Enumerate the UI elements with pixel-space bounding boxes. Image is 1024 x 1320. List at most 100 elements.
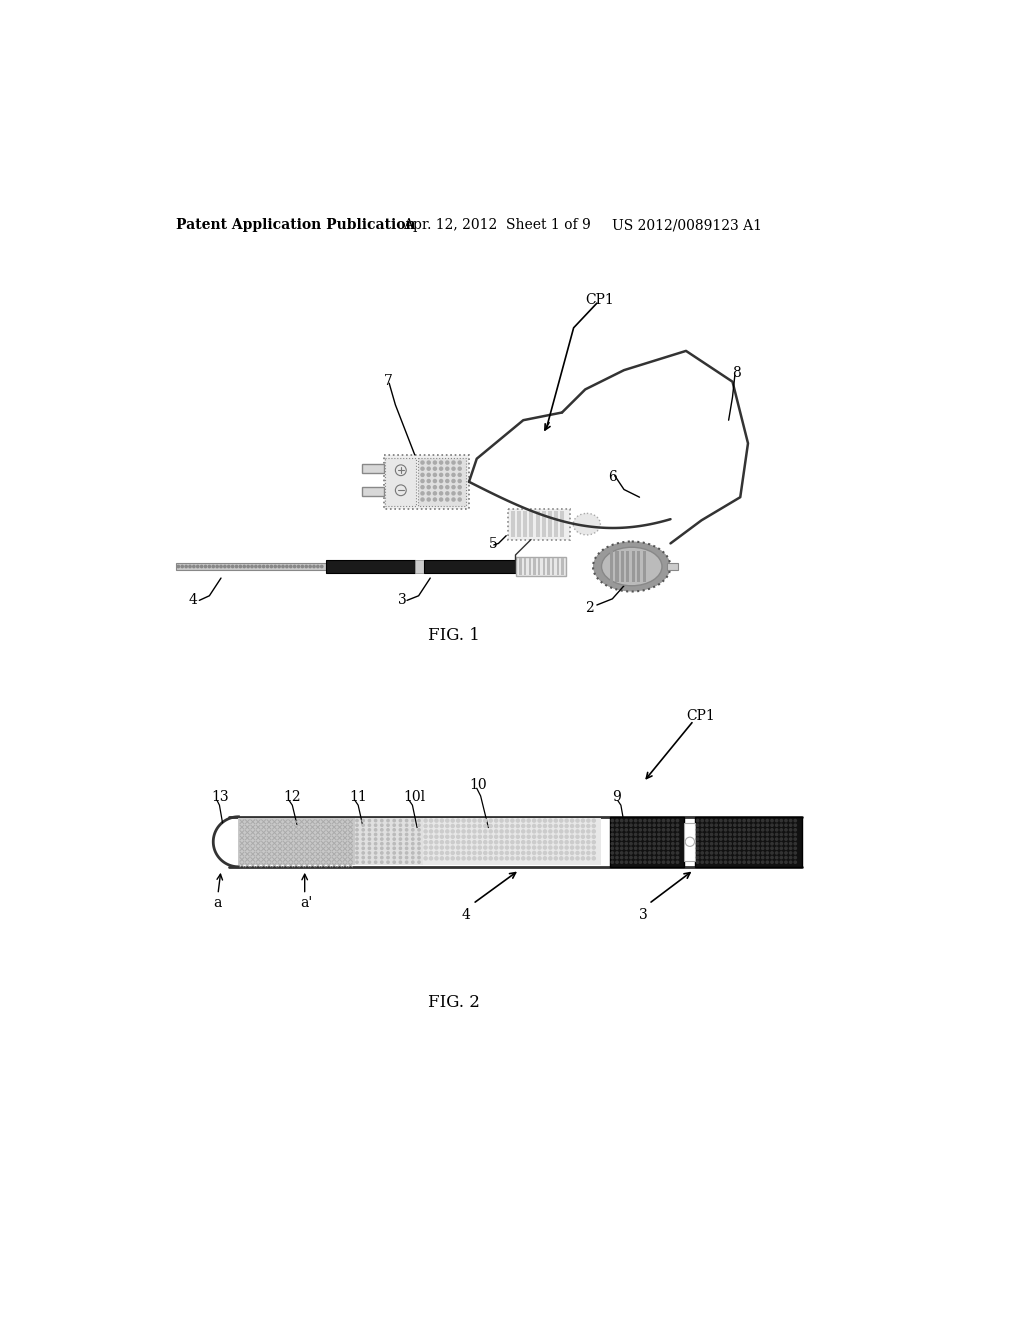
Circle shape bbox=[582, 818, 585, 822]
Circle shape bbox=[775, 824, 778, 826]
Circle shape bbox=[711, 833, 713, 836]
Circle shape bbox=[748, 820, 750, 822]
Circle shape bbox=[621, 851, 623, 854]
Circle shape bbox=[663, 833, 665, 836]
Circle shape bbox=[473, 857, 476, 859]
Circle shape bbox=[696, 820, 698, 822]
Circle shape bbox=[592, 846, 595, 849]
Circle shape bbox=[762, 824, 764, 826]
Circle shape bbox=[729, 847, 731, 850]
Circle shape bbox=[506, 857, 509, 859]
Circle shape bbox=[653, 829, 655, 832]
Circle shape bbox=[458, 492, 461, 495]
FancyBboxPatch shape bbox=[508, 508, 569, 540]
Circle shape bbox=[227, 565, 230, 568]
Circle shape bbox=[790, 861, 792, 863]
Circle shape bbox=[560, 825, 563, 828]
Circle shape bbox=[445, 467, 449, 470]
Circle shape bbox=[399, 829, 401, 832]
Text: 3: 3 bbox=[397, 594, 407, 607]
Circle shape bbox=[795, 842, 797, 845]
Circle shape bbox=[433, 474, 436, 477]
Circle shape bbox=[457, 857, 460, 859]
Bar bbox=[557, 558, 559, 576]
Circle shape bbox=[648, 857, 650, 859]
Circle shape bbox=[766, 833, 769, 836]
Circle shape bbox=[495, 818, 498, 822]
Circle shape bbox=[762, 829, 764, 832]
Circle shape bbox=[356, 829, 358, 832]
Circle shape bbox=[440, 841, 443, 843]
Circle shape bbox=[587, 846, 590, 849]
Bar bbox=[538, 558, 541, 576]
Bar bbox=[627, 552, 630, 582]
Circle shape bbox=[701, 851, 703, 854]
Circle shape bbox=[570, 857, 573, 859]
Circle shape bbox=[362, 847, 365, 850]
Bar bbox=[529, 511, 534, 537]
Bar bbox=[695, 817, 802, 867]
Circle shape bbox=[412, 820, 414, 822]
Circle shape bbox=[592, 818, 595, 822]
Circle shape bbox=[478, 830, 481, 833]
Circle shape bbox=[554, 825, 557, 828]
Circle shape bbox=[538, 851, 541, 854]
FancyBboxPatch shape bbox=[385, 458, 417, 506]
Circle shape bbox=[757, 820, 759, 822]
Circle shape bbox=[457, 836, 460, 838]
Circle shape bbox=[657, 851, 660, 854]
Circle shape bbox=[255, 565, 257, 568]
Circle shape bbox=[621, 824, 623, 826]
Circle shape bbox=[639, 824, 641, 826]
Circle shape bbox=[452, 846, 455, 849]
Circle shape bbox=[532, 830, 536, 833]
Circle shape bbox=[435, 830, 438, 833]
Circle shape bbox=[701, 829, 703, 832]
Circle shape bbox=[667, 847, 670, 850]
Circle shape bbox=[356, 857, 358, 859]
Circle shape bbox=[766, 847, 769, 850]
Circle shape bbox=[369, 842, 371, 845]
Circle shape bbox=[676, 820, 679, 822]
FancyBboxPatch shape bbox=[384, 455, 469, 508]
Circle shape bbox=[521, 836, 524, 838]
Circle shape bbox=[635, 829, 637, 832]
Circle shape bbox=[433, 492, 436, 495]
Circle shape bbox=[790, 838, 792, 841]
Circle shape bbox=[748, 842, 750, 845]
Circle shape bbox=[720, 861, 722, 863]
Circle shape bbox=[375, 847, 377, 850]
Circle shape bbox=[538, 857, 541, 859]
Circle shape bbox=[715, 861, 718, 863]
Circle shape bbox=[356, 824, 358, 826]
Circle shape bbox=[771, 833, 773, 836]
Circle shape bbox=[780, 861, 782, 863]
Circle shape bbox=[639, 820, 641, 822]
Circle shape bbox=[406, 829, 408, 832]
Circle shape bbox=[570, 818, 573, 822]
Circle shape bbox=[418, 833, 420, 836]
Circle shape bbox=[743, 820, 745, 822]
Circle shape bbox=[795, 820, 797, 822]
Circle shape bbox=[575, 851, 579, 854]
Circle shape bbox=[381, 829, 383, 832]
Circle shape bbox=[516, 818, 519, 822]
Text: Patent Application Publication: Patent Application Publication bbox=[176, 218, 416, 232]
Circle shape bbox=[676, 847, 679, 850]
Circle shape bbox=[696, 851, 698, 854]
Circle shape bbox=[527, 841, 530, 843]
Bar bbox=[511, 511, 515, 537]
Circle shape bbox=[663, 842, 665, 845]
Circle shape bbox=[560, 818, 563, 822]
Bar bbox=[362, 465, 384, 474]
Circle shape bbox=[762, 861, 764, 863]
Circle shape bbox=[483, 818, 486, 822]
Circle shape bbox=[231, 565, 233, 568]
Circle shape bbox=[369, 829, 371, 832]
Circle shape bbox=[216, 565, 218, 568]
Bar bbox=[637, 552, 640, 582]
Circle shape bbox=[549, 830, 552, 833]
Circle shape bbox=[440, 857, 443, 859]
Circle shape bbox=[621, 838, 623, 841]
Circle shape bbox=[406, 847, 408, 850]
